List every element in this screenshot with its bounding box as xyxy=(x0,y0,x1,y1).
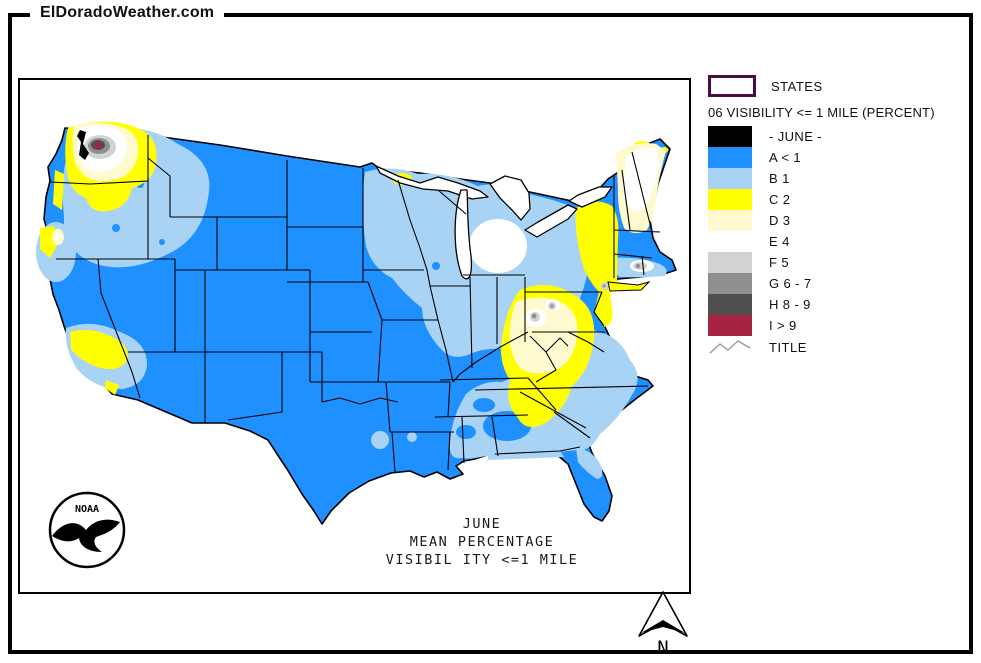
legend-item-label: - JUNE - xyxy=(769,129,823,144)
legend-swatch xyxy=(708,126,752,147)
legend-item: B 1 xyxy=(708,168,935,189)
us-map: NOAA JUNE MEAN PERCENTAGE VISIBIL ITY <=… xyxy=(36,121,677,569)
north-label: N xyxy=(657,637,668,658)
legend-item-label: F 5 xyxy=(769,255,789,270)
legend-swatch xyxy=(708,231,752,252)
noaa-logo: NOAA xyxy=(48,491,126,569)
legend-swatch xyxy=(708,294,752,315)
legend-item: E 4 xyxy=(708,231,935,252)
lake-michigan xyxy=(454,189,473,280)
legend-item: H 8 - 9 xyxy=(708,294,935,315)
legend-item: D 3 xyxy=(708,210,935,231)
great-lakes xyxy=(375,165,613,280)
noaa-bird-icon xyxy=(52,519,120,552)
legend-item-label: H 8 - 9 xyxy=(769,297,811,312)
caption-line-1: JUNE xyxy=(463,516,502,532)
legend-item: I > 9 xyxy=(708,315,935,336)
legend-heading: 06 VISIBILITY <= 1 MILE (PERCENT) xyxy=(708,105,935,120)
region-gray-red-spots xyxy=(84,135,647,322)
lake-superior xyxy=(375,165,489,200)
legend-states-row: STATES xyxy=(708,74,935,98)
legend-swatch xyxy=(708,252,752,273)
legend-item: - JUNE - xyxy=(708,126,935,147)
north-arrow: N xyxy=(631,590,695,663)
lake-ontario xyxy=(568,186,613,208)
legend-item-label: E 4 xyxy=(769,234,790,249)
caption-line-3: VISIBIL ITY <=1 MILE xyxy=(386,552,579,568)
states-swatch xyxy=(708,75,756,97)
noaa-label: NOAA xyxy=(75,504,99,515)
legend-title-row: TITLE xyxy=(708,337,935,357)
north-arrow-shade xyxy=(641,620,685,633)
lake-huron xyxy=(489,175,531,221)
legend-swatch xyxy=(708,168,752,189)
legend-item: G 6 - 7 xyxy=(708,273,935,294)
legend-item: F 5 xyxy=(708,252,935,273)
legend-item: C 2 xyxy=(708,189,935,210)
map-frame: NOAA JUNE MEAN PERCENTAGE VISIBIL ITY <=… xyxy=(18,78,691,594)
legend-swatch xyxy=(708,315,752,336)
page-border xyxy=(8,13,973,654)
legend-swatch xyxy=(708,147,752,168)
north-arrow-outline xyxy=(638,591,688,637)
caption-line-2: MEAN PERCENTAGE xyxy=(410,534,554,550)
legend-swatch xyxy=(708,273,752,294)
legend-item: A < 1 xyxy=(708,147,935,168)
legend-items: - JUNE - A < 1 B 1 C 2 D 3 E 4 F 5 G 6 - 7 H 8 -… xyxy=(708,126,935,336)
legend-item-label: I > 9 xyxy=(769,318,797,333)
legend-item-label: B 1 xyxy=(769,171,790,186)
state-borders xyxy=(49,135,661,473)
legend-item-label: C 2 xyxy=(769,192,791,207)
legend-swatch xyxy=(708,189,752,210)
legend-swatch xyxy=(708,210,752,231)
title-squiggle-icon xyxy=(709,340,751,354)
legend-item-label: G 6 - 7 xyxy=(769,276,812,291)
site-title: ElDoradoWeather.com xyxy=(30,4,225,22)
long-island xyxy=(607,281,651,292)
map-caption: JUNE MEAN PERCENTAGE VISIBIL ITY <=1 MIL… xyxy=(386,516,579,568)
states-label: STATES xyxy=(771,78,823,94)
legend: STATES 06 VISIBILITY <= 1 MILE (PERCENT)… xyxy=(708,74,935,357)
legend-item-label: A < 1 xyxy=(769,150,801,165)
legend-item-label: D 3 xyxy=(769,213,791,228)
lake-erie xyxy=(524,204,578,238)
puget-sound xyxy=(77,130,89,160)
legend-title-label: TITLE xyxy=(769,339,807,355)
